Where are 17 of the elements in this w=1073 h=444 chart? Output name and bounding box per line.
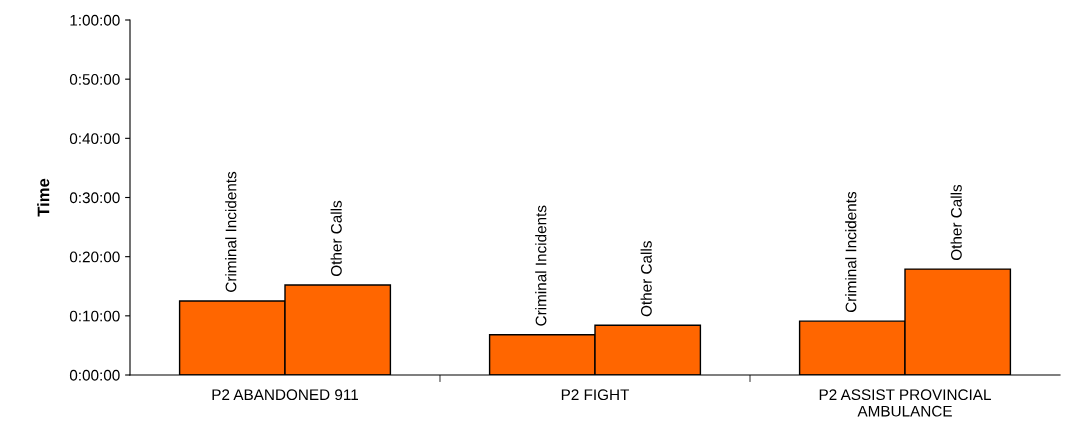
y-tick-label: 0:00:00 bbox=[69, 369, 120, 381]
text: Criminal Incidents bbox=[225, 171, 237, 292]
y-tick-label: 0:30:00 bbox=[69, 192, 120, 204]
y-axis-title: Time bbox=[37, 178, 50, 217]
text: Criminal Incidents bbox=[845, 191, 857, 313]
y-tick-label: 0:10:00 bbox=[69, 310, 120, 322]
text: Other Calls bbox=[950, 184, 962, 261]
y-tick-label: 0:20:00 bbox=[69, 251, 120, 263]
x-tick-label: P2 ABANDONED 911 bbox=[212, 389, 358, 401]
y-tick-label: 0:40:00 bbox=[69, 133, 120, 145]
text: Other Calls bbox=[330, 200, 342, 277]
text: Criminal Incidents bbox=[535, 205, 547, 326]
text: Other Calls bbox=[640, 241, 652, 317]
y-tick-label: 0:50:00 bbox=[69, 74, 120, 85]
y-tick-label: 1:00:00 bbox=[70, 14, 120, 26]
x-tick-label: P2 ASSIST PROVINCIAL AMBULANCE bbox=[819, 389, 991, 417]
x-tick-label: P2 FIGHT bbox=[561, 389, 630, 401]
